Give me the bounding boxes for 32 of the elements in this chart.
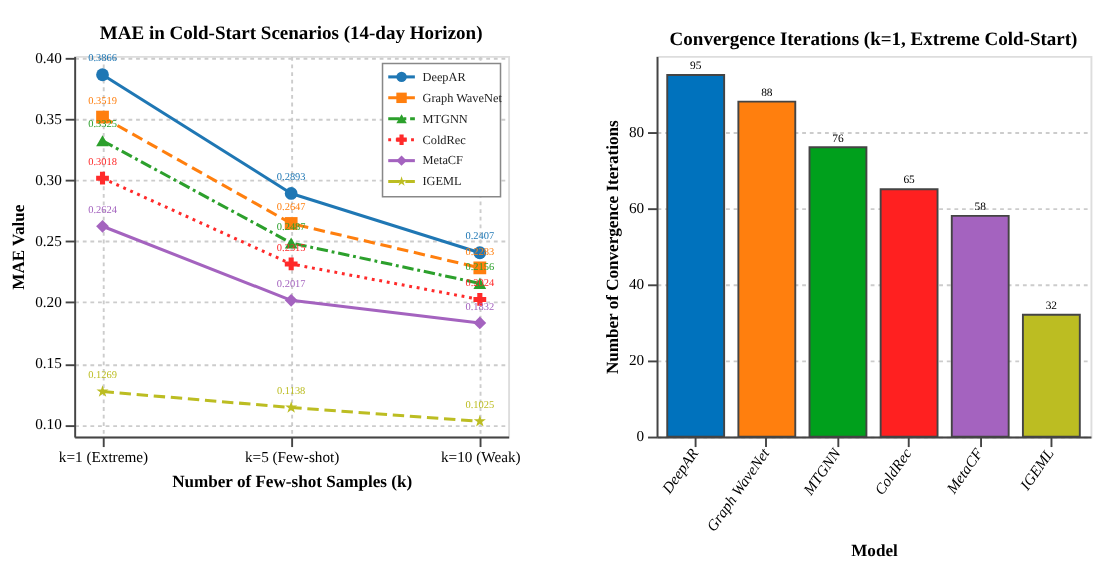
chart-title: MAE in Cold-Start Scenarios (14-day Horizon): [99, 25, 483, 46]
point: [473, 414, 486, 427]
y-axis-title: MAE Value: [7, 204, 28, 290]
point: [96, 385, 109, 397]
point: [285, 401, 298, 413]
point: [96, 171, 109, 185]
point: [473, 316, 487, 330]
y-tick-label: 0.30: [35, 171, 63, 190]
x-axis-title: Number of Few-shot Samples (k): [172, 471, 413, 492]
point: [284, 257, 298, 271]
y-tick-label: 60: [628, 198, 645, 217]
y-tick-label: 0.15: [35, 354, 63, 373]
x-tick-label: k=1 (Extreme): [58, 448, 150, 467]
y-tick-label: 20: [628, 351, 645, 370]
y-tick-label: 0.35: [35, 110, 63, 129]
y-tick-label: 0.20: [35, 293, 63, 312]
y-tick-label: 40: [628, 275, 645, 294]
x-tick-label: k=5 (Few-shot): [244, 448, 341, 467]
chart-title: Convergence Iterations (k=1, Extreme Cold-Start): [669, 30, 1078, 51]
point: [96, 68, 109, 82]
point: [284, 293, 298, 307]
y-axis-title: Number of Convergence Iterations: [601, 119, 622, 375]
point: [284, 187, 298, 200]
y-tick-label: 0.40: [35, 49, 63, 68]
x-axis-title: Model: [851, 539, 899, 560]
y-tick-label: 80: [628, 122, 645, 141]
y-tick-label: 0.10: [35, 415, 63, 434]
x-tick-label: k=10 (Weak): [440, 448, 522, 467]
point: [96, 219, 109, 233]
y-tick-label: 0.25: [35, 232, 63, 251]
point: [96, 135, 109, 147]
y-tick-label: 0: [636, 427, 645, 446]
